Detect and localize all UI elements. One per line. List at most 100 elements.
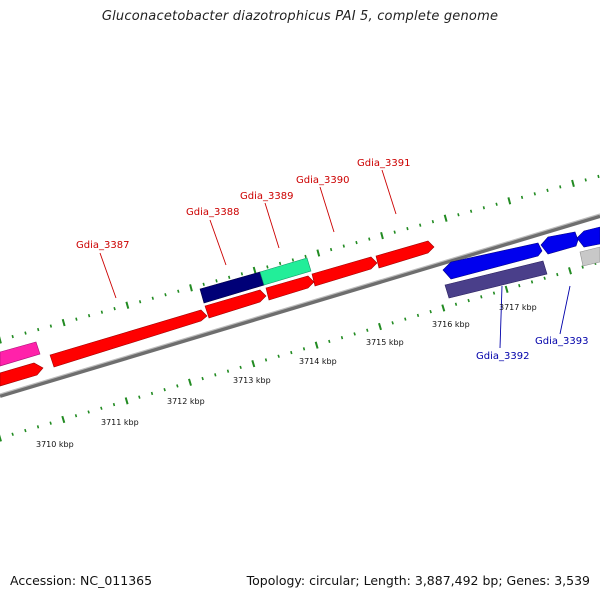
gene-arrow-magenta[interactable] — [0, 341, 41, 367]
gene-arrow-forward[interactable] — [0, 362, 44, 387]
gene-arrow-gdia-3389[interactable] — [265, 275, 315, 301]
gene-arrow-gdia-3393[interactable] — [540, 231, 579, 255]
minor-tick — [113, 306, 116, 311]
minor-tick — [239, 365, 242, 370]
minor-tick — [150, 391, 154, 396]
minor-tick — [454, 302, 458, 306]
major-tick — [314, 341, 319, 349]
major-tick — [507, 197, 512, 205]
gene-label-gdia-3391[interactable]: Gdia_3391 — [357, 158, 410, 169]
minor-tick — [404, 317, 407, 321]
gene-label-gdia-3390[interactable]: Gdia_3390 — [296, 175, 349, 186]
minor-tick — [530, 280, 534, 284]
scale-label-3714: 3714 kbp — [299, 357, 337, 366]
minor-tick — [264, 358, 268, 362]
minor-tick — [11, 432, 14, 436]
minor-tick — [87, 410, 90, 414]
minor-tick — [164, 293, 167, 297]
gene-arrow-teal[interactable] — [259, 257, 312, 286]
inner-tick-ring — [0, 261, 597, 442]
scale-label-3713: 3713 kbp — [233, 376, 271, 385]
gene-label-gdia-3387[interactable]: Gdia_3387 — [76, 240, 129, 251]
major-tick — [189, 284, 193, 292]
major-tick — [380, 231, 384, 240]
minor-tick — [49, 421, 52, 425]
major-tick — [252, 266, 257, 275]
gene-label-gdia-3389[interactable]: Gdia_3389 — [240, 191, 293, 202]
map-title: Gluconacetobacter diazotrophicus PAI 5, … — [101, 9, 499, 24]
gene-arrow-grey[interactable] — [579, 246, 600, 267]
gene-arrow-gdia-3390[interactable] — [311, 256, 378, 287]
minor-tick — [302, 347, 306, 351]
gene-arrow-gdia-3388[interactable] — [204, 289, 267, 319]
scale-label-3711: 3711 kbp — [101, 418, 139, 427]
minor-tick — [457, 213, 460, 217]
gene-label-gdia-3392[interactable]: Gdia_3392 — [476, 351, 529, 362]
major-tick — [124, 397, 129, 405]
minor-tick — [228, 275, 231, 280]
minor-tick — [584, 178, 587, 182]
minor-tick — [100, 310, 104, 314]
minor-tick — [368, 237, 371, 241]
minor-tick — [328, 339, 331, 344]
minor-tick — [304, 254, 307, 259]
minor-tick — [291, 258, 295, 262]
minor-tick — [482, 206, 485, 210]
minor-tick — [11, 334, 14, 339]
scale-label-3712: 3712 kbp — [167, 397, 205, 406]
scale-label-3715: 3715 kbp — [366, 338, 404, 347]
minor-tick — [24, 331, 27, 335]
gene-arrow-gdia-3392[interactable] — [442, 242, 543, 280]
minor-tick — [37, 327, 40, 332]
scale-label-3716: 3716 kbp — [432, 320, 470, 329]
gene-arrow-blue-edge[interactable] — [576, 226, 600, 248]
minor-tick — [391, 321, 394, 325]
major-tick — [504, 285, 509, 293]
genome-summary-text: Topology: circular; Length: 3,887,492 bp… — [246, 573, 590, 588]
minor-tick — [492, 291, 496, 295]
minor-tick — [342, 244, 345, 248]
gene-label-gdia-3388[interactable]: Gdia_3388 — [186, 207, 239, 218]
minor-tick — [559, 185, 562, 189]
minor-tick — [75, 317, 78, 321]
minor-tick — [556, 272, 559, 277]
scale-label-3710: 3710 kbp — [36, 440, 74, 449]
minor-tick — [87, 313, 91, 318]
minor-tick — [353, 332, 356, 336]
minor-tick — [49, 324, 53, 328]
major-tick — [0, 336, 2, 344]
minor-tick — [151, 296, 154, 300]
minor-tick — [277, 354, 280, 358]
outer-tick-ring — [0, 174, 600, 344]
reverse-lane — [442, 226, 600, 299]
minor-tick — [406, 227, 409, 231]
minor-tick — [546, 188, 549, 193]
minor-tick — [24, 428, 27, 433]
scale-label-3717: 3717 kbp — [499, 303, 537, 312]
minor-tick — [177, 289, 180, 293]
gene-labels: Gdia_3387 Gdia_3388 Gdia_3389 Gdia_3390 … — [76, 158, 588, 362]
major-tick — [378, 322, 382, 331]
minor-tick — [416, 313, 420, 318]
minor-tick — [366, 328, 369, 332]
minor-tick — [329, 247, 333, 252]
backbone — [0, 213, 600, 398]
scale-labels: 3710 kbp 3711 kbp 3712 kbp 3713 kbp 3714… — [36, 303, 537, 449]
gene-label-gdia-3393[interactable]: Gdia_3393 — [535, 336, 588, 347]
major-tick — [441, 304, 446, 312]
minor-tick — [469, 209, 473, 213]
forward-lane-inner — [0, 240, 435, 387]
gene-arrow-purple[interactable] — [444, 260, 548, 299]
minor-tick — [266, 265, 269, 269]
major-tick — [61, 318, 66, 327]
minor-tick — [202, 282, 205, 287]
gene-arrow-gdia-3387[interactable] — [49, 309, 208, 368]
major-tick — [188, 378, 192, 386]
minor-tick — [74, 414, 78, 418]
minor-tick — [138, 300, 142, 304]
major-tick — [251, 360, 256, 368]
minor-tick — [163, 388, 166, 392]
minor-tick — [597, 174, 600, 179]
gene-arrow-gdia-3391[interactable] — [375, 240, 435, 269]
